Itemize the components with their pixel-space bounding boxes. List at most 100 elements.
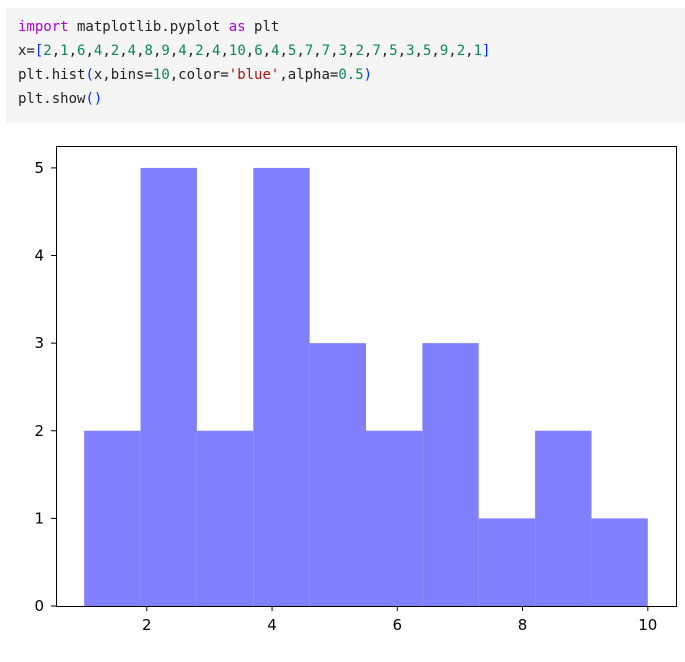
x-tick-label: 6 xyxy=(393,616,403,634)
code-token: [ xyxy=(34,43,44,59)
code-token: matplotlib.pyplot xyxy=(68,19,229,35)
code-token: x= xyxy=(18,43,35,59)
code-token: as xyxy=(228,19,246,35)
code-token: 4 xyxy=(212,43,221,59)
code-token: 9 xyxy=(161,43,170,59)
code-token: 0.5 xyxy=(338,67,364,83)
histogram-bar xyxy=(309,343,366,606)
code-token: 3 xyxy=(338,43,348,59)
code-token: ( xyxy=(85,67,94,83)
x-axis-ticks: 2 4 6 8 10 xyxy=(142,606,657,634)
code-token: , xyxy=(363,43,373,59)
y-tick-label: 2 xyxy=(34,422,44,440)
code-token: , xyxy=(279,43,288,59)
code-token: 7 xyxy=(304,43,314,59)
code-token: , xyxy=(380,43,390,59)
code-token: , xyxy=(220,43,229,59)
y-tick-label: 5 xyxy=(34,159,44,177)
code-token: , xyxy=(186,43,196,59)
code-token: , xyxy=(119,43,128,59)
code-token: , xyxy=(245,43,255,59)
code-token: 3 xyxy=(406,43,415,59)
code-token: ,color= xyxy=(169,67,229,83)
code-token: , xyxy=(397,43,407,59)
y-tick-label: 0 xyxy=(34,597,44,615)
code-cell[interactable]: import matplotlib.pyplot as plt x=[2,1,6… xyxy=(6,8,685,123)
code-token: , xyxy=(169,43,179,59)
code-token: ) xyxy=(363,67,373,83)
code-token: 6 xyxy=(77,43,86,59)
code-token: x,bins= xyxy=(93,67,153,83)
x-tick-label: 4 xyxy=(267,616,277,634)
code-token: 7 xyxy=(321,43,331,59)
code-token: plt.show xyxy=(18,91,86,107)
code-token: 1 xyxy=(473,43,483,59)
code-token: , xyxy=(347,43,356,59)
code-token: 6 xyxy=(254,43,263,59)
code-token: 2 xyxy=(43,43,52,59)
cell-output: 2 4 6 8 10 0 1 2 3 4 5 xyxy=(0,132,685,662)
code-token: , xyxy=(465,43,474,59)
x-tick-label: 8 xyxy=(518,616,528,634)
code-token: 5 xyxy=(287,43,297,59)
code-token: 4 xyxy=(178,43,187,59)
code-token: 8 xyxy=(144,43,153,59)
histogram-bar xyxy=(366,430,423,606)
histogram-bar xyxy=(140,167,197,606)
code-token: , xyxy=(51,43,61,59)
code-token: , xyxy=(313,43,322,59)
histogram-chart: 2 4 6 8 10 0 1 2 3 4 5 xyxy=(34,146,677,634)
code-token: () xyxy=(85,91,103,107)
y-tick-label: 4 xyxy=(34,247,44,265)
code-token: , xyxy=(68,43,78,59)
code-token: 10 xyxy=(228,43,246,59)
x-tick-label: 10 xyxy=(638,616,657,634)
histogram-bar xyxy=(84,430,141,606)
code-token: ] xyxy=(482,43,491,59)
histogram-bar xyxy=(253,167,310,606)
code-token: 2 xyxy=(355,43,364,59)
code-token: , xyxy=(414,43,423,59)
code-token: , xyxy=(448,43,457,59)
code-token: , xyxy=(296,43,305,59)
code-line: import matplotlib.pyplot as plt xyxy=(18,15,685,39)
code-token: 2 xyxy=(456,43,466,59)
code-token: plt.hist xyxy=(18,67,86,83)
histogram-bar xyxy=(422,343,479,606)
code-token: 2 xyxy=(195,43,204,59)
histogram-bar xyxy=(196,430,254,606)
code-token: 7 xyxy=(372,43,381,59)
code-line: x=[2,1,6,4,2,4,8,9,4,2,4,10,6,4,5,7,7,3,… xyxy=(18,39,685,63)
y-tick-label: 1 xyxy=(34,509,44,527)
x-tick-label: 2 xyxy=(142,616,152,634)
histogram-bars xyxy=(84,167,648,606)
histogram-bar xyxy=(535,430,592,606)
code-token: , xyxy=(136,43,145,59)
code-line: plt.hist(x,bins=10,color='blue',alpha=0.… xyxy=(18,63,685,87)
code-token: , xyxy=(203,43,213,59)
code-token: 2 xyxy=(110,43,120,59)
code-token: , xyxy=(262,43,272,59)
code-token: 9 xyxy=(439,43,449,59)
histogram-bar xyxy=(478,518,536,606)
code-token: , xyxy=(330,43,339,59)
code-token: , xyxy=(431,43,440,59)
code-token: 1 xyxy=(60,43,69,59)
plot-frame xyxy=(56,146,677,607)
code-token: , xyxy=(85,43,94,59)
code-token: 10 xyxy=(152,67,170,83)
code-token: 4 xyxy=(93,43,103,59)
y-axis-ticks: 0 1 2 3 4 5 xyxy=(34,159,56,615)
code-token: plt xyxy=(245,19,280,35)
code-token: 'blue' xyxy=(228,67,280,83)
code-token: ,alpha= xyxy=(279,67,339,83)
code-token: 5 xyxy=(389,43,398,59)
code-line: plt.show() xyxy=(18,87,685,111)
code-token: , xyxy=(102,43,111,59)
code-token: import xyxy=(18,19,69,35)
histogram-bar xyxy=(591,518,648,606)
code-token: 4 xyxy=(127,43,137,59)
code-token: 4 xyxy=(271,43,280,59)
code-token: , xyxy=(152,43,162,59)
y-tick-label: 3 xyxy=(34,334,44,352)
